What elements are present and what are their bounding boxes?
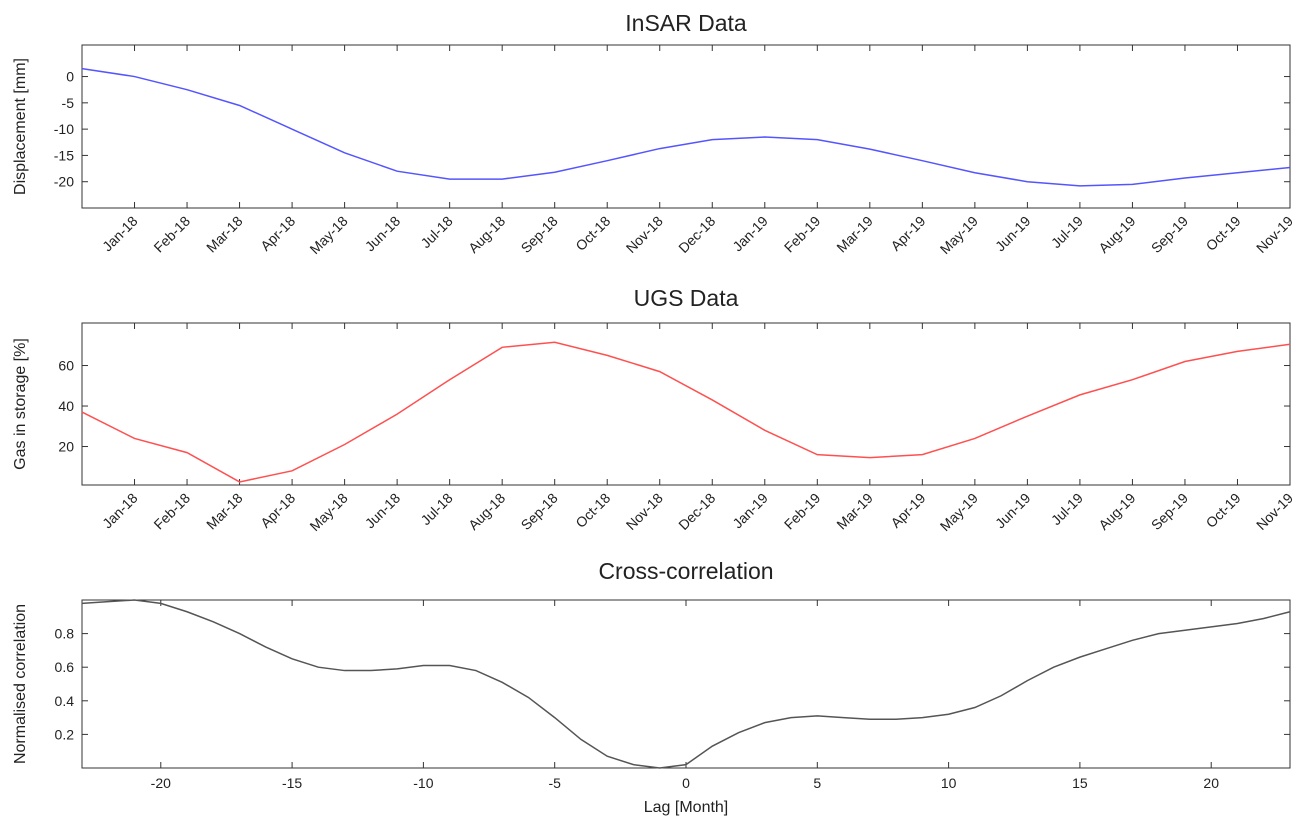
- x-tick-label: Jun-18: [362, 213, 404, 255]
- y-axis-label: Normalised correlation: [12, 604, 29, 764]
- x-tick-label: Apr-19: [887, 213, 928, 254]
- x-tick-label: Mar-19: [833, 213, 876, 256]
- x-tick-label: -15: [282, 775, 302, 791]
- x-tick-label: Sep-18: [518, 213, 561, 256]
- y-tick-label: -15: [54, 147, 74, 163]
- x-tick-label: Dec-18: [675, 213, 718, 256]
- x-tick-label: Nov-18: [623, 490, 666, 533]
- x-tick-label: Mar-18: [203, 490, 246, 533]
- x-tick-label: Aug-18: [465, 213, 508, 256]
- x-tick-label: Jan-18: [99, 490, 141, 532]
- x-tick-label: 5: [813, 775, 821, 791]
- plot-area: [81, 322, 1291, 486]
- x-tick-label: Nov-18: [623, 213, 666, 256]
- x-tick-label: Jan-19: [729, 490, 771, 532]
- x-tick-label: Oct-19: [1203, 490, 1244, 531]
- x-tick-label: Oct-18: [572, 213, 613, 254]
- x-tick-label: Feb-19: [781, 213, 824, 256]
- x-tick-label: 10: [941, 775, 957, 791]
- data-line: [81, 599, 1291, 769]
- x-tick-label: 15: [1072, 775, 1088, 791]
- x-tick-label: May-18: [306, 490, 350, 534]
- x-tick-label: Sep-18: [518, 490, 561, 533]
- x-tick-label: May-19: [937, 490, 981, 534]
- x-tick-label: Apr-19: [887, 490, 928, 531]
- x-tick-label: Jun-18: [362, 490, 404, 532]
- x-tick-label: 0: [682, 775, 690, 791]
- x-tick-label: Oct-18: [572, 490, 613, 531]
- x-tick-label: Jul-19: [1048, 213, 1086, 251]
- y-tick-label: -5: [62, 95, 75, 111]
- x-tick-label: Oct-19: [1203, 213, 1244, 254]
- x-tick-label: Aug-18: [465, 490, 508, 533]
- chart-title: Cross-correlation: [598, 558, 773, 584]
- data-line: [81, 67, 1291, 187]
- x-tick-label: Dec-18: [675, 490, 718, 533]
- chart-title: UGS Data: [634, 285, 739, 311]
- x-tick-label: Jul-18: [417, 213, 455, 251]
- x-tick-label: Feb-18: [150, 213, 193, 256]
- data-line: [81, 341, 1291, 483]
- x-tick-label: Aug-19: [1095, 213, 1138, 256]
- x-tick-label: Jan-19: [729, 213, 771, 255]
- y-axis-label: Gas in storage [%]: [12, 338, 29, 470]
- x-tick-label: May-18: [306, 213, 350, 257]
- x-tick-label: -5: [548, 775, 561, 791]
- x-tick-label: May-19: [937, 213, 981, 257]
- x-tick-label: Apr-18: [257, 213, 298, 254]
- x-tick-label: Sep-19: [1148, 213, 1191, 256]
- y-tick-label: 0: [66, 69, 74, 85]
- y-tick-label: 0.2: [55, 726, 75, 742]
- y-tick-label: 0.6: [55, 659, 75, 675]
- y-tick-label: 0.8: [55, 626, 75, 642]
- y-tick-label: 40: [58, 398, 74, 414]
- y-tick-label: 20: [58, 439, 74, 455]
- x-tick-label: Nov-19: [1253, 490, 1295, 533]
- chart-title: InSAR Data: [625, 10, 747, 36]
- y-tick-label: -10: [54, 121, 74, 137]
- x-tick-label: Feb-19: [781, 490, 824, 533]
- x-tick-label: Feb-18: [150, 490, 193, 533]
- x-tick-label: 20: [1203, 775, 1219, 791]
- x-tick-label: -10: [413, 775, 433, 791]
- x-tick-label: Jun-19: [992, 213, 1034, 255]
- x-tick-label: Apr-18: [257, 490, 298, 531]
- y-tick-label: 60: [58, 358, 74, 374]
- x-tick-label: Jun-19: [992, 490, 1034, 532]
- x-tick-label: Nov-19: [1253, 213, 1295, 256]
- x-tick-label: Sep-19: [1148, 490, 1191, 533]
- x-axis-label: Lag [Month]: [644, 799, 729, 816]
- x-tick-label: Mar-18: [203, 213, 246, 256]
- x-tick-label: Jan-18: [99, 213, 141, 255]
- y-axis-label: Displacement [mm]: [12, 58, 29, 195]
- plot-area: [81, 44, 1291, 209]
- x-tick-label: Mar-19: [833, 490, 876, 533]
- x-tick-label: Jul-18: [417, 490, 455, 528]
- y-tick-label: -20: [54, 174, 74, 190]
- plot-area: [81, 599, 1291, 769]
- x-tick-label: Jul-19: [1048, 490, 1086, 528]
- x-tick-label: -20: [151, 775, 171, 791]
- y-tick-label: 0.4: [55, 693, 75, 709]
- x-tick-label: Aug-19: [1095, 490, 1138, 533]
